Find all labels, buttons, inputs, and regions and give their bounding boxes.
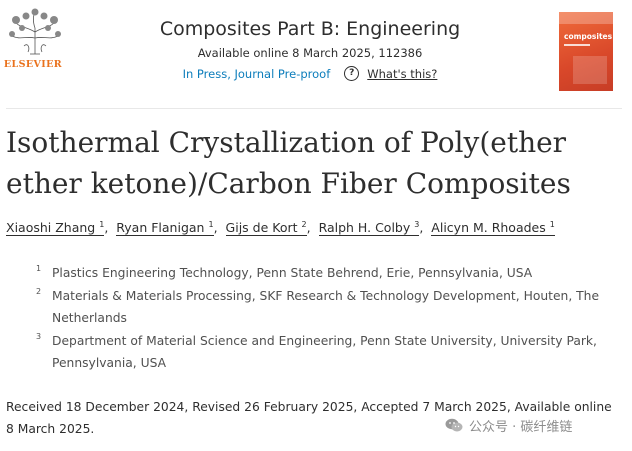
cover-accent-bar bbox=[564, 44, 590, 46]
author-link[interactable]: Gijs de Kort 2 bbox=[225, 220, 307, 237]
watermark-text: 公众号 · 碳纤维链 bbox=[469, 420, 573, 435]
question-circle-icon[interactable]: ? bbox=[344, 66, 360, 81]
author-name: Gijs de Kort bbox=[225, 220, 298, 236]
author-affiliation-number: 1 bbox=[549, 220, 555, 229]
publisher-name: ELSEVIER bbox=[3, 59, 63, 70]
availability-text: Available online 8 March 2025, 112386 bbox=[197, 46, 423, 60]
affiliation-item: 1 Plastics Engineering Technology, Penn … bbox=[36, 262, 616, 285]
author-affiliation-number: 1 bbox=[208, 220, 214, 229]
author-name: Alicyn M. Rhoades bbox=[431, 220, 546, 236]
cover-art bbox=[573, 56, 607, 84]
author-link[interactable]: Xiaoshi Zhang 1 bbox=[6, 220, 105, 237]
header-divider bbox=[6, 108, 622, 109]
affiliation-item: 2 Materials & Materials Processing, SKF … bbox=[36, 285, 616, 330]
elsevier-tree-icon bbox=[9, 8, 61, 55]
journal-header: Composites Part B: Engineering Available… bbox=[120, 18, 500, 81]
whats-this-link[interactable]: What's this? bbox=[367, 66, 438, 81]
wechat-watermark: 公众号 · 碳纤维链 bbox=[445, 416, 572, 435]
author-affiliation-number: 3 bbox=[414, 220, 420, 229]
affiliation-number: 2 bbox=[36, 286, 42, 296]
author-name: Ralph H. Colby bbox=[318, 220, 411, 236]
journal-title-link[interactable]: Composites Part B: Engineering bbox=[159, 18, 461, 40]
author-name: Ryan Flanigan bbox=[116, 220, 205, 236]
affiliation-number: 3 bbox=[36, 331, 42, 341]
status-line: In Press, Journal Pre-proof ? What's thi… bbox=[120, 66, 500, 81]
author-affiliation-number: 2 bbox=[301, 220, 307, 229]
author-link[interactable]: Alicyn M. Rhoades 1 bbox=[431, 220, 555, 237]
author-separator: , bbox=[104, 220, 109, 236]
author-name: Xiaoshi Zhang bbox=[6, 220, 96, 236]
author-link[interactable]: Ralph H. Colby 3 bbox=[318, 220, 420, 237]
author-affiliation-number: 1 bbox=[99, 220, 105, 229]
author-link[interactable]: Ryan Flanigan 1 bbox=[116, 220, 214, 237]
article-title: Isothermal Crystallization of Poly(ether… bbox=[6, 126, 571, 200]
affiliation-text: Department of Material Science and Engin… bbox=[52, 333, 597, 371]
cover-journal-word: composites bbox=[564, 32, 613, 41]
affiliation-item: 3 Department of Material Science and Eng… bbox=[36, 330, 616, 375]
affiliation-list: 1 Plastics Engineering Technology, Penn … bbox=[36, 262, 616, 375]
author-separator: , bbox=[419, 220, 424, 236]
pre-proof-status: In Press, Journal Pre-proof bbox=[182, 66, 331, 81]
author-separator: , bbox=[306, 220, 311, 236]
cover-header-band bbox=[559, 12, 613, 24]
author-list: Xiaoshi Zhang 1, Ryan Flanigan 1, Gijs d… bbox=[6, 220, 626, 237]
journal-cover-image[interactable]: composites bbox=[559, 12, 613, 91]
wechat-icon bbox=[445, 418, 463, 433]
elsevier-logo[interactable] bbox=[4, 8, 66, 78]
affiliation-text: Plastics Engineering Technology, Penn St… bbox=[52, 266, 533, 280]
article-dates: Received 18 December 2024, Revised 26 Fe… bbox=[6, 400, 612, 436]
affiliation-text: Materials & Materials Processing, SKF Re… bbox=[52, 288, 600, 326]
author-separator: , bbox=[213, 220, 218, 236]
affiliation-number: 1 bbox=[36, 264, 42, 273]
